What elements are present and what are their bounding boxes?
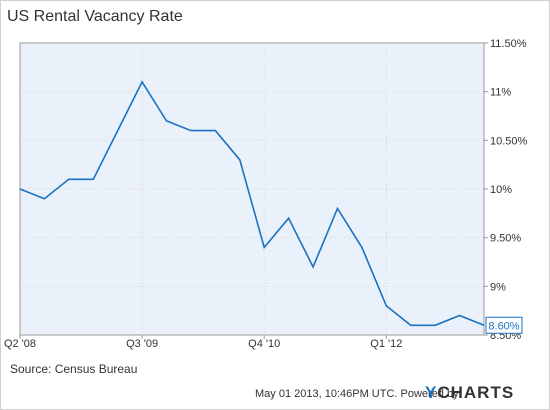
y-tick-label: 11% [490, 87, 511, 99]
last-value-label: 8.60% [488, 320, 519, 332]
x-tick-label: Q1 '12 [370, 338, 402, 350]
x-tick-label: Q2 '08 [4, 338, 36, 350]
y-tick-label: 11.50% [490, 38, 527, 50]
y-axis-ticks: 8.50%9%9.50%10%10.50%11%11.50% [484, 38, 528, 342]
x-tick-label: Q4 '10 [248, 338, 280, 350]
series-line [19, 80, 485, 327]
gridlines [20, 43, 484, 335]
ycharts-logo[interactable]: YCHARTS [425, 383, 515, 402]
y-tick-label: 9.50% [490, 233, 521, 245]
y-tick-label: 10% [490, 184, 512, 196]
y-tick-label: 10.50% [490, 135, 528, 147]
x-tick-label: Q3 '09 [126, 338, 158, 350]
source-note: Source: Census Bureau [10, 362, 138, 376]
chart-title: US Rental Vacancy Rate [7, 8, 183, 25]
footer-timestamp: May 01 2013, 10:46PM UTC. Powered by [255, 388, 459, 400]
last-value-marker: 8.60% [485, 316, 523, 334]
y-tick-label: 9% [490, 281, 506, 293]
last-value-box [485, 316, 523, 334]
x-axis-ticks: Q2 '08 Q3 '09 Q4 '10 Q1 '12 [4, 335, 402, 350]
